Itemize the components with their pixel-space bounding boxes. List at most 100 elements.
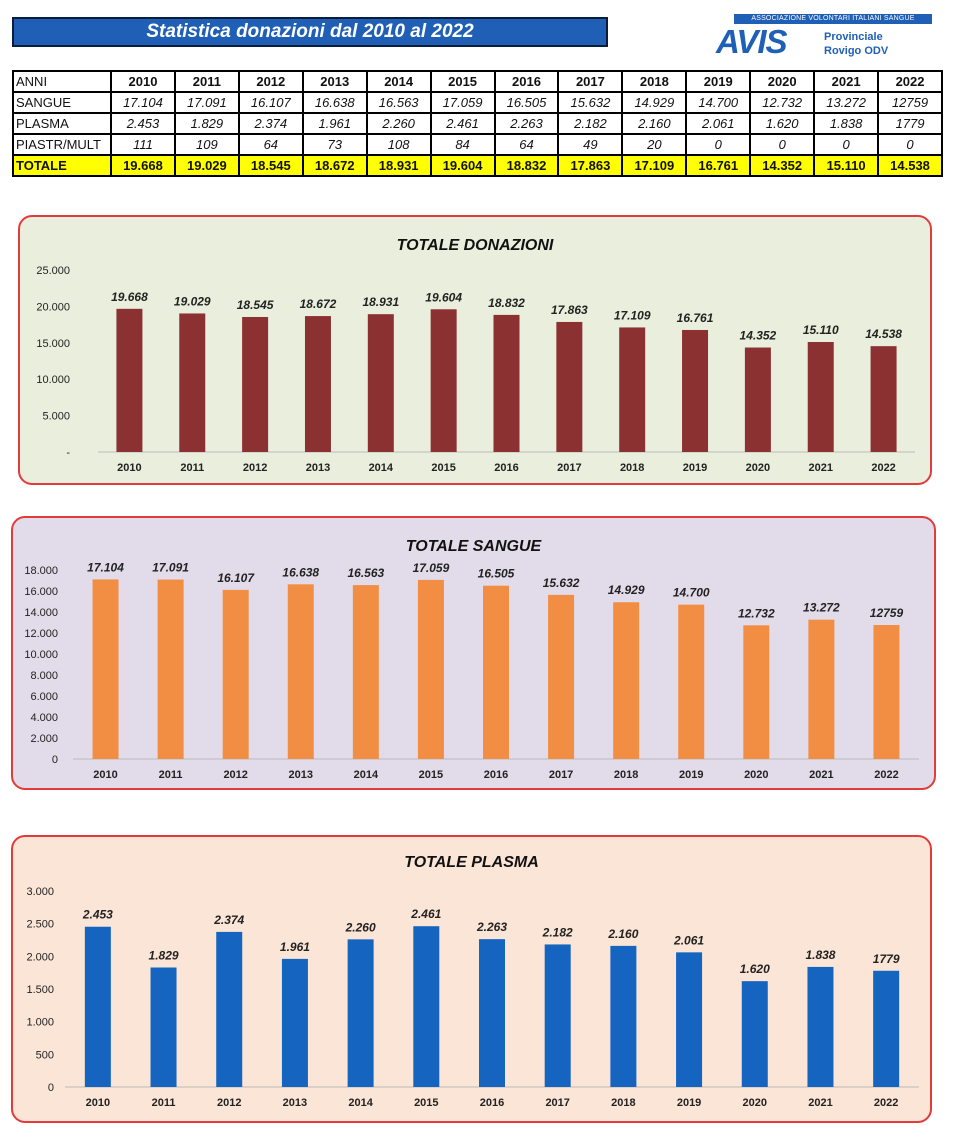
- data-label: 18.931: [362, 295, 399, 309]
- table-row: SANGUE 17.104 17.091 16.107 16.638 16.563 17.0…: [12, 91, 943, 114]
- data-label: 1.620: [740, 962, 770, 976]
- bar: [179, 313, 206, 452]
- chart-title: TOTALE DONAZIONI: [397, 237, 554, 254]
- bar: [870, 346, 897, 452]
- table-cell: 1779: [877, 112, 943, 135]
- table-cell: 14.700: [685, 91, 752, 114]
- x-tick-label: 2019: [679, 769, 703, 781]
- bar: [367, 314, 394, 452]
- x-tick-label: 2018: [614, 769, 638, 781]
- x-tick-label: 2015: [414, 1097, 438, 1109]
- x-tick-label: 2012: [217, 1097, 241, 1109]
- table-cell: 17.104: [110, 91, 176, 114]
- bar: [116, 308, 143, 452]
- bar: [479, 939, 505, 1087]
- x-tick-label: 2021: [808, 462, 832, 474]
- bar: [242, 316, 269, 452]
- y-tick-label: 15.000: [36, 338, 70, 350]
- data-label: 14.538: [865, 327, 902, 341]
- x-tick-label: 2011: [159, 769, 183, 781]
- x-tick-label: 2011: [152, 1097, 176, 1109]
- table-cell: 14.538: [877, 154, 943, 177]
- table-cell: 2019: [685, 70, 752, 93]
- y-tick-label: 16.000: [24, 586, 58, 598]
- x-tick-label: 2017: [545, 1097, 569, 1109]
- y-tick-label: -: [66, 447, 70, 459]
- table-cell: 17.059: [429, 91, 496, 114]
- row-label: PLASMA: [12, 112, 112, 135]
- data-label: 16.505: [478, 567, 515, 581]
- x-tick-label: 2014: [369, 462, 394, 474]
- data-label: 2.160: [607, 927, 638, 941]
- bar: [216, 931, 243, 1087]
- table-cell: 13.272: [813, 91, 880, 114]
- bar: [413, 926, 440, 1087]
- bar: [347, 939, 374, 1087]
- chart-title: TOTALE SANGUE: [406, 538, 543, 555]
- avis-logo: ASSOCIAZIONE VOLONTARI ITALIANI SANGUE A…: [716, 14, 932, 60]
- y-tick-label: 10.000: [24, 649, 58, 661]
- y-tick-label: 1.500: [26, 984, 54, 996]
- page-title: Statistica donazioni dal 2010 al 2022: [12, 17, 608, 47]
- data-label: 2.461: [410, 907, 441, 921]
- y-tick-label: 4.000: [30, 712, 58, 724]
- bar: [807, 966, 834, 1087]
- table-cell: 73: [301, 133, 368, 156]
- table-cell: 111: [110, 133, 176, 156]
- table-cell: 2.260: [365, 112, 432, 135]
- table-cell: 2.374: [237, 112, 304, 135]
- table-cell: 109: [173, 133, 240, 156]
- table-cell: 17.091: [173, 91, 240, 114]
- data-label: 14.700: [673, 586, 710, 600]
- table-row: PIASTR/MULT 111 109 64 73 108 84 64 49 20 0 0 0 0: [12, 133, 943, 156]
- chart-totale-sangue-svg: TOTALE SANGUE 0 2.000 4.000 6.000 8.000 10.000…: [24, 538, 919, 781]
- data-label: 16.761: [677, 311, 714, 325]
- table-cell: 19.668: [110, 154, 176, 177]
- bar: [678, 604, 705, 759]
- table-cell: 19.029: [173, 154, 240, 177]
- x-tick-label: 2012: [243, 462, 267, 474]
- chart-totale-donazioni: TOTALE DONAZIONI - 5.000 10.000 15.000 20.000…: [18, 215, 932, 485]
- x-tick-label: 2020: [743, 1097, 767, 1109]
- table-cell: 2.160: [621, 112, 688, 135]
- table-cell: 2022: [877, 70, 943, 93]
- y-tick-label: 6.000: [30, 691, 58, 703]
- x-tick-label: 2019: [677, 1097, 701, 1109]
- table-cell: 18.832: [493, 154, 560, 177]
- x-tick-label: 2010: [93, 769, 117, 781]
- x-tick-label: 2014: [354, 769, 379, 781]
- bar: [613, 602, 640, 759]
- table-cell: 18.931: [365, 154, 432, 177]
- data-label: 2.374: [213, 913, 244, 927]
- x-tick-label: 2016: [480, 1097, 504, 1109]
- bar: [84, 926, 111, 1087]
- data-label: 16.563: [347, 566, 384, 580]
- table-cell: 49: [557, 133, 624, 156]
- table-cell: 16.761: [685, 154, 752, 177]
- data-label: 19.604: [425, 290, 462, 304]
- bar: [281, 958, 308, 1087]
- x-tick-label: 2020: [746, 462, 770, 474]
- table-cell: 2.453: [110, 112, 176, 135]
- table-cell: 17.109: [621, 154, 688, 177]
- x-tick-label: 2012: [223, 769, 247, 781]
- x-tick-label: 2018: [611, 1097, 635, 1109]
- data-label: 17.091: [152, 561, 189, 575]
- bar: [92, 579, 119, 759]
- data-label: 13.272: [803, 601, 840, 615]
- data-label: 12.732: [738, 606, 775, 620]
- table-cell: 16.107: [237, 91, 304, 114]
- table-cell: 1.620: [749, 112, 816, 135]
- data-label: 1.838: [805, 948, 835, 962]
- data-label: 2.061: [673, 933, 704, 947]
- table-cell: 17.863: [557, 154, 624, 177]
- x-tick-label: 2017: [557, 462, 581, 474]
- table-cell: 1.838: [813, 112, 880, 135]
- table-cell: 16.505: [493, 91, 560, 114]
- y-tick-label: 25.000: [36, 265, 70, 277]
- table-cell: 19.604: [429, 154, 496, 177]
- data-label: 2.182: [542, 925, 573, 939]
- bar: [493, 314, 520, 452]
- table-cell: 2017: [557, 70, 624, 93]
- table-total-row: TOTALE 19.668 19.029 18.545 18.672 18.931 19.6…: [12, 154, 943, 177]
